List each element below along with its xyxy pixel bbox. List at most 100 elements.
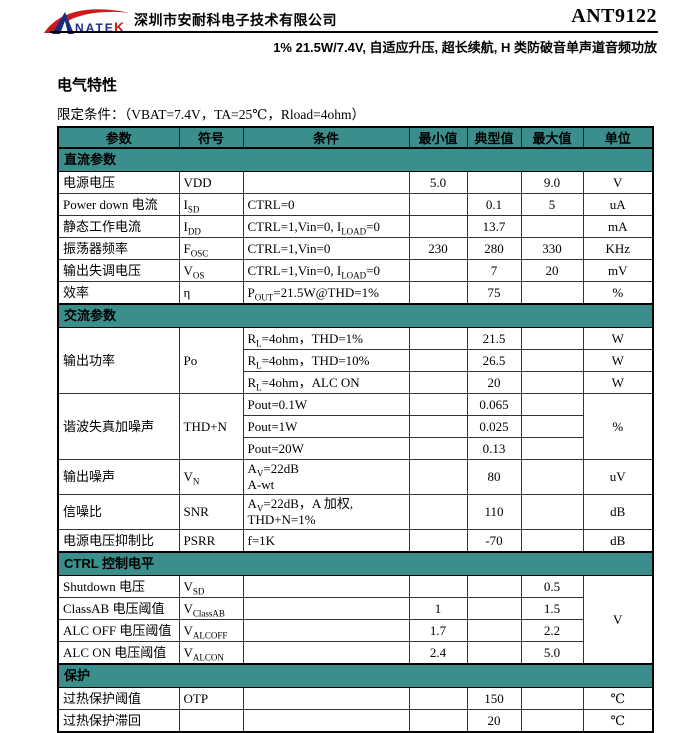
cell-min [408, 327, 468, 350]
header-divider [50, 31, 658, 33]
cell-typ: 80 [466, 459, 522, 495]
cell-symbol: VClassAB [178, 597, 244, 620]
cell-cond [242, 619, 410, 642]
table-row: Pout=1W 0.025 [58, 415, 653, 438]
cell-typ: 13.7 [466, 215, 522, 238]
cell-unit: mV [582, 259, 654, 282]
section-row: CTRL 控制电平 [57, 551, 654, 576]
table-row: 效率 η POUT=21.5W@THD=1% 75% [57, 281, 654, 305]
cell-symbol: VALCOFF [178, 619, 244, 642]
cell-cond [242, 575, 410, 598]
cell-typ: 150 [466, 687, 522, 710]
cell-param: 振荡器频率 [57, 237, 180, 260]
logo-a-shape [52, 12, 74, 34]
test-conditions-note: 限定条件：（VBAT=7.4V，TA=25℃，Rload=4ohm） [57, 107, 365, 122]
product-tagline: 1% 21.5W/7.4V, 自适应升压, 超长续航, H 类防破音单声道音频功… [273, 40, 657, 55]
table-header-row: 参数 符号 条件 最小值 典型值 最大值 单位 [57, 126, 654, 149]
cell-cond: CTRL=1,Vin=0, ILOAD=0 [242, 259, 410, 282]
cell-typ: 20 [466, 709, 522, 733]
section-label: 直流参数 [57, 147, 654, 172]
cell-typ: 21.5 [466, 327, 522, 350]
cell-cond [242, 687, 410, 710]
cell-max [520, 371, 584, 394]
table-header: 参数 符号 条件 最小值 典型值 最大值 单位 [57, 126, 654, 149]
cell-unit: % [582, 393, 654, 460]
logo-text-k: K [114, 19, 124, 35]
cell-symbol: η [178, 281, 244, 305]
table-row: ALC OFF 电压阈值 VALCOFF 1.7 2.2 [57, 619, 653, 642]
cell-cond: Pout=1W [242, 415, 410, 438]
table-row: 振荡器频率 FOSC CTRL=1,Vin=0 230 280 330 KHz [57, 237, 654, 260]
table-body: 直流参数 电源电压 VDD 5.0 9.0 V Power down 电流 ISD CTRL=0… [57, 147, 654, 733]
section-label: CTRL 控制电平 [57, 551, 654, 576]
cell-param: 输出功率 [57, 327, 180, 394]
cell-min [408, 393, 468, 416]
cell-cond [242, 641, 410, 665]
cell-max [520, 529, 584, 553]
cell-max [520, 415, 584, 438]
cell-param: 效率 [57, 281, 180, 305]
cell-symbol: IDD [178, 215, 244, 238]
cell-symbol: THD+N [178, 393, 244, 460]
cell-cond: f=1K [242, 529, 410, 553]
section-row: 交流参数 [57, 303, 654, 328]
cell-symbol: VDD [178, 171, 244, 194]
cell-unit: uA [582, 193, 654, 216]
cell-symbol: PSRR [178, 529, 244, 553]
cell-unit: dB [582, 529, 654, 553]
cell-typ: 7 [466, 259, 522, 282]
cell-cond [242, 709, 410, 733]
cell-min [408, 215, 468, 238]
cell-unit: V [582, 575, 654, 665]
cell-symbol [178, 709, 244, 733]
cell-min [408, 529, 468, 553]
cell-symbol: VN [178, 459, 244, 495]
cell-cond: CTRL=1,Vin=0, ILOAD=0 [242, 215, 410, 238]
table-row: 输出功率 Po RL=4ohm，THD=1% 21.5 W [57, 327, 654, 394]
cell-param: ClassAB 电压阈值 [57, 597, 180, 620]
table-row: 输出失调电压 VOS CTRL=1,Vin=0, ILOAD=0 7 20 mV [57, 259, 654, 282]
cell-param: 谐波失真加噪声 [57, 393, 180, 460]
cell-typ [466, 619, 522, 642]
cell-min [408, 415, 468, 438]
cell-typ: 26.5 [466, 349, 522, 372]
cell-symbol: OTP [178, 687, 244, 710]
table-row: RL=4ohm，THD=10% 26.5 W [58, 349, 654, 372]
table-row: 静态工作电流 IDD CTRL=1,Vin=0, ILOAD=0 13.7 mA [57, 215, 654, 238]
cell-param: Shutdown 电压 [57, 575, 180, 598]
table-row: Power down 电流 ISD CTRL=0 0.1 5 uA [57, 193, 654, 216]
cell-min [408, 494, 468, 530]
cell-param: 输出失调电压 [57, 259, 180, 282]
page-section-title: 电气特性 [57, 77, 118, 94]
table-row: Pout=20W 0.13 [58, 437, 653, 460]
column-header-0: 参数 [57, 126, 180, 149]
cell-max [520, 327, 584, 350]
section-row: 直流参数 [57, 147, 654, 172]
cell-symbol: SNR [178, 494, 244, 530]
column-header-6: 单位 [582, 126, 654, 149]
column-header-2: 条件 [242, 126, 410, 149]
cell-max [520, 687, 584, 710]
cell-max [520, 281, 584, 305]
cell-unit: W [582, 349, 654, 372]
cell-min [408, 687, 468, 710]
cell-cond: AV=22dB A-wt [242, 459, 410, 495]
datasheet-page: { "header": { "company": "深圳市安耐科电子技术有限公司… [44, 5, 658, 733]
cell-param: ALC ON 电压阈值 [57, 641, 180, 665]
cell-unit: KHz [582, 237, 654, 260]
cell-unit: dB [582, 494, 654, 530]
cell-min [408, 371, 468, 394]
table-row: Shutdown 电压 VSD 0.5 V [57, 575, 654, 665]
cell-cond: RL=4ohm，ALC ON [242, 371, 410, 394]
cell-max [520, 215, 584, 238]
cell-typ: 0.1 [466, 193, 522, 216]
table-row: 输出噪声 VN AV=22dB A-wt 80 uV [57, 459, 654, 495]
cell-cond: RL=4ohm，THD=1% [242, 327, 410, 350]
cell-param: 静态工作电流 [57, 215, 180, 238]
cell-typ: 110 [466, 494, 522, 530]
cell-cond: AV=22dB，A 加权, THD+N=1% [242, 494, 410, 530]
cell-max: 330 [520, 237, 584, 260]
cell-symbol: VSD [178, 575, 244, 598]
part-number: ANT9122 [571, 5, 657, 27]
table-row: 谐波失真加噪声 THD+N Pout=0.1W 0.065% [57, 393, 654, 460]
